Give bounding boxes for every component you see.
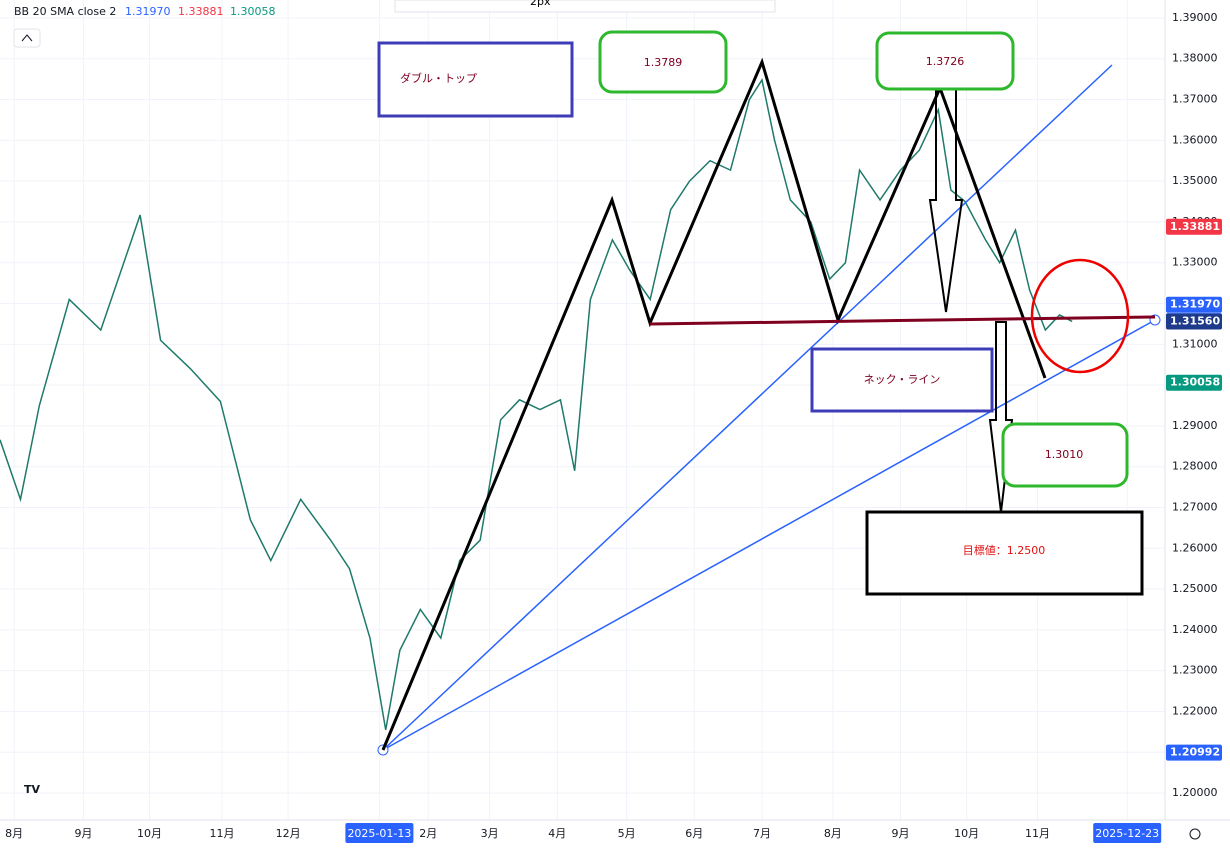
x-tick-label: 4月 (548, 827, 566, 840)
price-label-text: 1.20992 (1170, 746, 1220, 759)
indicator-lower: 1.30058 (230, 5, 276, 18)
y-tick-label: 1.20000 (1172, 786, 1218, 799)
y-tick-label: 1.27000 (1172, 501, 1218, 514)
annotation-box (598, 30, 728, 94)
price-label-text: 1.30058 (1170, 376, 1220, 389)
trend-line (382, 319, 1156, 751)
y-tick-label: 1.25000 (1172, 582, 1218, 595)
y-tick-label: 1.24000 (1172, 623, 1218, 636)
price-label (1166, 744, 1222, 761)
collapse-icon[interactable] (21, 34, 33, 42)
trend-line (382, 64, 1113, 751)
x-tick-label: 10月 (954, 827, 979, 840)
y-tick-label: 1.38000 (1172, 52, 1218, 65)
x-tick-label: 9月 (74, 827, 92, 840)
x-tick-label: 11月 (209, 827, 234, 840)
price-label-text: 1.31560 (1170, 314, 1220, 327)
annotation-box (377, 41, 574, 118)
y-tick-label: 1.26000 (1172, 541, 1218, 554)
indicator-name: BB 20 SMA close 2 (14, 5, 116, 18)
x-tick-label: 3月 (481, 827, 499, 840)
x-tick-label: 12月 (276, 827, 301, 840)
price-label-text: 1.33881 (1170, 220, 1220, 233)
annotation-text: 1.3789 (644, 56, 683, 69)
y-tick-label: 1.23000 (1172, 664, 1218, 677)
y-tick-label: 1.37000 (1172, 93, 1218, 106)
annotation-text: 目標値：1.2500 (963, 543, 1046, 557)
price-label (1166, 296, 1222, 313)
x-tick-label: 2025-12-23 (1095, 827, 1159, 840)
logo[interactable]: TV (24, 783, 41, 796)
arrow (928, 87, 964, 313)
plot (0, 78, 1073, 730)
x-tick-label: 2月 (419, 827, 437, 840)
price-line (0, 78, 1073, 730)
y-tick-label: 1.35000 (1172, 174, 1218, 187)
y-tick-label: 1.28000 (1172, 460, 1218, 473)
annotation-box (810, 347, 994, 413)
indicator-upper: 1.33881 (178, 5, 224, 18)
annotation-text: 1.3010 (1045, 448, 1084, 461)
annotation-text: ネック・ライン (864, 373, 941, 386)
indicator-middle: 1.31970 (125, 5, 171, 18)
price-label (1166, 313, 1222, 330)
toolbar[interactable] (394, 0, 776, 13)
annotation-box (875, 31, 1015, 91)
x-tick-label: 10月 (137, 827, 162, 840)
y-tick-label: 1.29000 (1172, 419, 1218, 432)
annotation-text: 1.3726 (926, 55, 965, 68)
x-marker-box (345, 823, 414, 843)
x-tick-label: 8月 (824, 827, 842, 840)
x-tick-label: 8月 (5, 827, 23, 840)
annotation-text: ダブル・トップ (400, 71, 477, 85)
highlight-circle (1030, 258, 1130, 374)
settings-icon[interactable] (1189, 828, 1201, 840)
neckline (649, 315, 1156, 326)
price-label-text: 1.31970 (1170, 298, 1220, 311)
y-tick-label: 1.33000 (1172, 256, 1218, 269)
toolbar-width[interactable]: 2px (530, 0, 551, 8)
y-tick-label: 1.39000 (1172, 11, 1218, 24)
x-marker-box (1093, 823, 1162, 843)
y-tick-label: 1.22000 (1172, 704, 1218, 717)
x-tick-label: 9月 (892, 827, 910, 840)
y-tick-label: 1.36000 (1172, 133, 1218, 146)
y-tick-label: 1.31000 (1172, 337, 1218, 350)
collapse-button[interactable] (13, 28, 41, 48)
annotation-box (1001, 422, 1129, 488)
x-tick-label: 11月 (1025, 827, 1050, 840)
price-label (1166, 218, 1222, 235)
x-tick-label: 2025-01-13 (347, 827, 411, 840)
x-tick-label: 6月 (685, 827, 703, 840)
annotation-box (865, 510, 1144, 596)
x-tick-label: 5月 (618, 827, 636, 840)
price-label (1166, 374, 1222, 391)
x-tick-label: 7月 (753, 827, 771, 840)
